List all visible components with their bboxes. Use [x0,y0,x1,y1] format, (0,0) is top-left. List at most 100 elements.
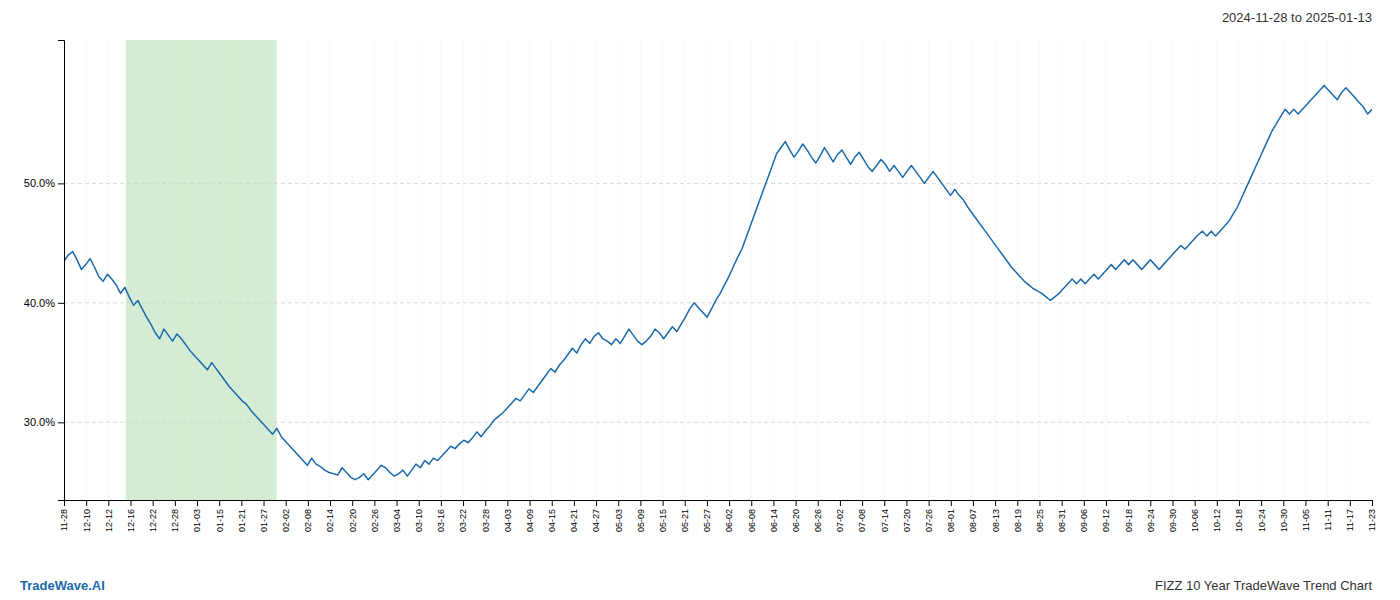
x-tick-mark [574,500,575,506]
x-tick: 12-28 [170,500,180,532]
x-tick-mark [618,500,619,506]
x-tick-label: 05-09 [636,509,646,532]
x-grid-line [418,40,419,500]
x-tick-label: 11-11 [1323,509,1333,531]
x-tick: 08-01 [946,500,956,532]
x-tick-label: 03-10 [414,509,424,532]
y-grid-line [64,302,1372,303]
y-tick-mark [58,422,64,423]
x-tick-mark [685,500,686,506]
x-tick: 09-12 [1101,500,1111,532]
x-tick-mark [441,500,442,506]
x-tick-label: 05-03 [614,509,624,532]
x-tick-label: 06-26 [813,509,823,532]
x-tick: 08-13 [990,500,1000,532]
y-tick-label: 50.0% [24,177,55,189]
footer-right: FIZZ 10 Year TradeWave Trend Chart [1155,578,1372,593]
x-tick-label: 06-08 [747,509,757,532]
y-tick: 30.0% [24,416,64,428]
x-tick-mark [153,500,154,506]
x-tick-label: 08-19 [1013,509,1023,532]
x-tick-mark [1150,500,1151,506]
x-grid-line [995,40,996,500]
x-tick-mark [352,500,353,506]
x-grid-line [551,40,552,500]
x-tick: 06-08 [747,500,757,532]
x-tick-label: 11-28 [59,509,69,531]
x-tick-mark [884,500,885,506]
x-tick-mark [197,500,198,506]
x-tick-mark [707,500,708,506]
x-tick-mark [995,500,996,506]
y-grid-line [64,422,1372,423]
x-tick-label: 12-10 [82,509,92,532]
x-tick-label: 12-22 [148,509,158,532]
x-tick: 09-30 [1168,500,1178,532]
x-tick-mark [906,500,907,506]
x-grid-line [1261,40,1262,500]
x-tick: 11-28 [59,500,69,531]
x-tick-label: 09-30 [1168,509,1178,532]
x-tick-label: 01-27 [259,509,269,532]
x-grid-line [1305,40,1306,500]
y-axis: 30.0% 40.0% 50.0% [24,41,65,501]
x-tick-mark [929,500,930,506]
x-tick-mark [374,500,375,506]
x-grid-line [884,40,885,500]
x-tick: 08-07 [968,500,978,532]
x-tick: 12-22 [148,500,158,532]
x-grid-line [330,40,331,500]
x-tick-label: 05-27 [702,509,712,532]
x-tick-mark [596,500,597,506]
x-tick: 01-15 [215,500,225,532]
x-tick-label: 07-26 [924,509,934,532]
x-tick-label: 08-25 [1035,509,1045,532]
x-tick-label: 02-26 [370,509,380,532]
x-tick-mark [530,500,531,506]
x-grid-line [1194,40,1195,500]
x-tick: 04-27 [591,500,601,532]
x-tick-mark [1283,500,1284,506]
x-tick: 09-06 [1079,500,1089,532]
x-grid-line [928,40,929,500]
chart: 30.0%40.0%50.0%11-2812-1012-1212-1612-22… [0,0,1400,600]
x-tick-mark [507,500,508,506]
x-tick-mark [973,500,974,506]
x-tick: 07-20 [902,500,912,532]
x-tick: 06-14 [769,500,779,532]
x-tick-label: 12-16 [126,509,136,532]
x-tick: 06-02 [724,500,734,532]
x-tick-label: 08-31 [1057,509,1067,532]
x-tick-mark [264,500,265,506]
x-tick-mark [241,500,242,506]
x-tick: 04-15 [547,500,557,532]
x-tick-label: 10-12 [1212,509,1222,532]
x-tick-label: 09-12 [1101,509,1111,532]
y-grid-line [64,183,1372,184]
x-tick-mark [862,500,863,506]
x-tick: 08-25 [1035,500,1045,532]
x-grid-line [839,40,840,500]
x-tick: 10-24 [1257,500,1267,532]
x-tick-label: 03-28 [481,509,491,532]
x-tick: 12-10 [82,500,92,532]
x-grid-line [618,40,619,500]
x-tick-mark [1217,500,1218,506]
x-tick-label: 07-14 [880,509,890,532]
x-tick-label: 05-21 [680,509,690,532]
x-tick: 05-27 [702,500,712,532]
x-tick-mark [1106,500,1107,506]
x-tick: 02-02 [281,500,291,532]
x-tick-label: 07-20 [902,509,912,532]
x-grid-line [307,40,308,500]
x-tick-mark [86,500,87,506]
x-tick-label: 10-06 [1190,509,1200,532]
x-tick-mark [175,500,176,506]
x-tick-mark [1305,500,1306,506]
y-tick-label: 40.0% [24,297,55,309]
x-grid-line [906,40,907,500]
x-tick-mark [308,500,309,506]
x-grid-line [1238,40,1239,500]
x-tick-mark [419,500,420,506]
x-grid-line [1128,40,1129,500]
